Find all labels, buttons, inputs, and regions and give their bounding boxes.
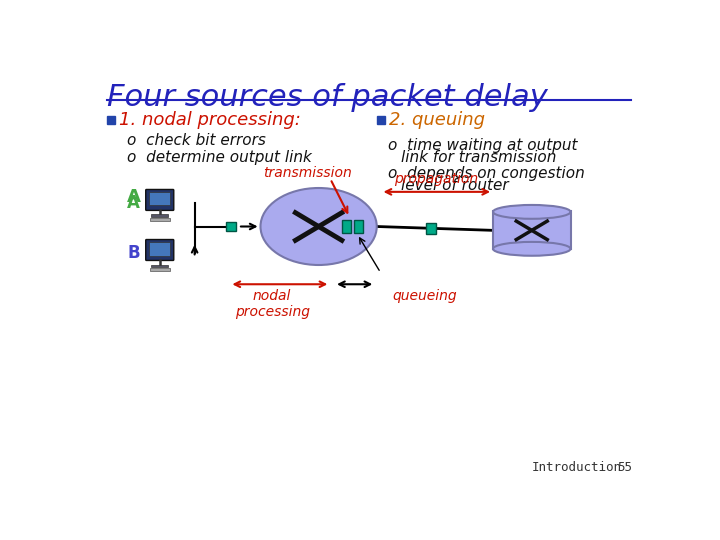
- Text: transmission: transmission: [263, 166, 351, 180]
- Text: o  time waiting at output: o time waiting at output: [388, 138, 578, 153]
- Bar: [225, 222, 236, 231]
- Text: nodal
processing: nodal processing: [235, 289, 310, 319]
- Text: propagation: propagation: [395, 172, 479, 186]
- Text: Four sources of packet delay: Four sources of packet delay: [107, 83, 548, 112]
- Bar: [377, 117, 384, 124]
- Text: o  check bit errors: o check bit errors: [127, 133, 266, 148]
- Text: o  determine output link: o determine output link: [127, 150, 312, 165]
- FancyBboxPatch shape: [145, 190, 174, 211]
- Bar: [426, 224, 436, 234]
- Text: 55: 55: [618, 462, 632, 475]
- Text: o  depends on congestion: o depends on congestion: [388, 166, 585, 181]
- Text: link for transmission: link for transmission: [401, 150, 556, 165]
- Text: level of router: level of router: [401, 178, 508, 193]
- Bar: [150, 268, 169, 272]
- Text: 2. queuing: 2. queuing: [389, 111, 485, 129]
- Text: B: B: [127, 245, 140, 262]
- Text: queueing: queueing: [392, 289, 457, 303]
- Bar: [107, 117, 114, 124]
- Text: 1. nodal processing:: 1. nodal processing:: [120, 111, 302, 129]
- Ellipse shape: [261, 188, 377, 265]
- Bar: [149, 242, 170, 255]
- Bar: [149, 192, 170, 206]
- Text: A: A: [127, 194, 140, 212]
- Bar: [151, 265, 168, 267]
- Text: A: A: [127, 188, 141, 206]
- Text: Introduction: Introduction: [532, 462, 622, 475]
- Ellipse shape: [493, 205, 570, 219]
- Bar: [493, 211, 570, 249]
- Ellipse shape: [493, 242, 570, 256]
- Bar: [151, 214, 168, 217]
- FancyBboxPatch shape: [145, 240, 174, 260]
- Bar: [342, 220, 351, 233]
- Bar: [354, 220, 363, 233]
- Bar: [150, 218, 169, 221]
